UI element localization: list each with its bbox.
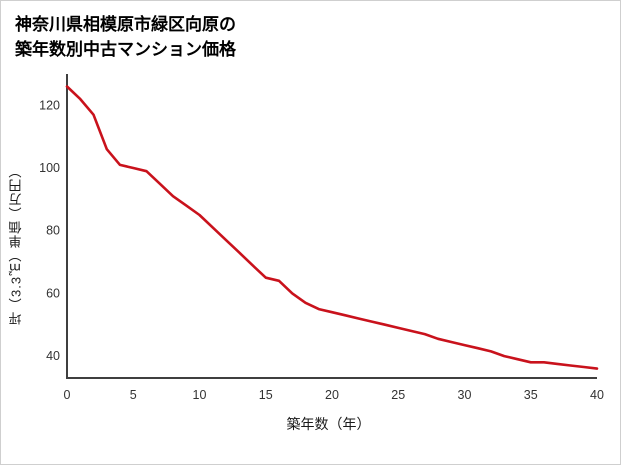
x-tick-label: 40 (590, 388, 604, 402)
y-tick-label: 60 (46, 287, 60, 301)
x-tick-label: 30 (458, 388, 472, 402)
x-tick-label: 0 (64, 388, 71, 402)
x-tick-label: 20 (325, 388, 339, 402)
chart-title: 神奈川県相模原市緑区向原の 築年数別中古マンション価格 (15, 13, 620, 62)
chart-area: 坪（3.3㎡）単価（万円） 0 5 10 15 20 25 30 35 40 40 60 80 100 1… (1, 68, 620, 420)
x-tick-label: 25 (391, 388, 405, 402)
y-tick-label: 40 (46, 349, 60, 363)
line-chart-canvas: 0 5 10 15 20 25 30 35 40 40 60 80 100 120 (39, 74, 604, 402)
y-tick-label: 120 (39, 99, 60, 113)
x-tick-label: 15 (259, 388, 273, 402)
x-tick-label: 10 (193, 388, 207, 402)
y-axis-label: 坪（3.3㎡）単価（万円） (8, 163, 24, 325)
chart-title-line1: 神奈川県相模原市緑区向原の (15, 15, 236, 34)
x-tick-label: 35 (524, 388, 538, 402)
y-tick-label: 80 (46, 224, 60, 238)
y-tick-label: 100 (39, 161, 60, 175)
price-line-series (65, 85, 599, 371)
chart-title-line2: 築年数別中古マンション価格 (15, 39, 236, 59)
x-axis-label: 築年数（年） (286, 416, 371, 433)
x-tick-label: 5 (130, 388, 137, 402)
